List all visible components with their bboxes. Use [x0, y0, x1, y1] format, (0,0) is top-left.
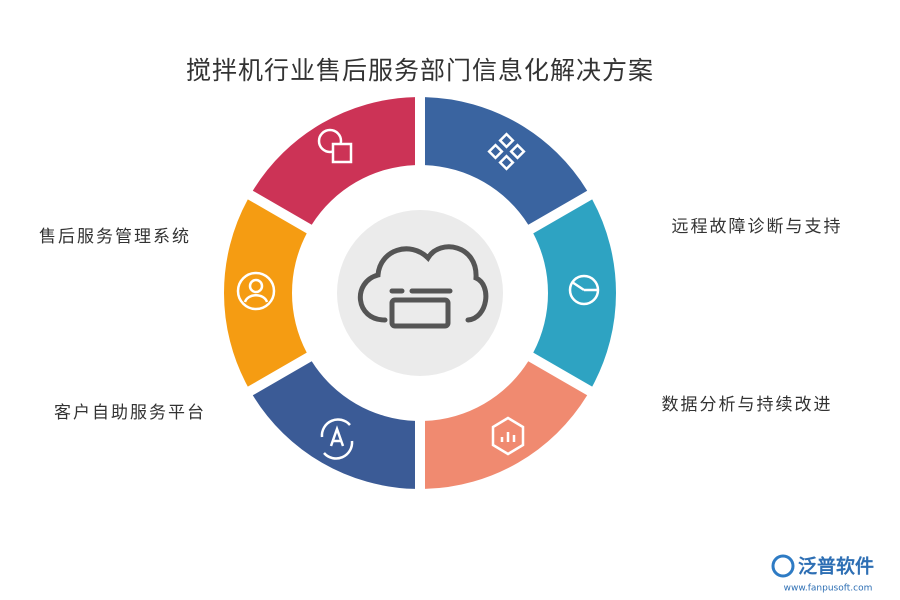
ring-segment: [252, 361, 416, 489]
logo-url: www.fanpusoft.com: [784, 584, 873, 594]
cloud-icon: [358, 244, 489, 329]
icon-auto: [320, 418, 354, 460]
icon-apps: [487, 132, 526, 171]
label: 数据分析与持续改进: [662, 395, 833, 415]
logo-name: 泛普软件: [798, 555, 874, 578]
title: 搅拌机行业售后服务部门信息化解决方案: [186, 56, 654, 85]
icon-bars: [491, 416, 525, 456]
ring-segment: [533, 199, 616, 387]
icon-user: [236, 271, 276, 311]
ring-segment: [424, 361, 588, 489]
ring-segment: [223, 199, 307, 387]
logo: 泛普软件 www.fanpusoft.com: [771, 554, 874, 594]
label: 远程故障诊断与支持: [672, 217, 843, 237]
label: 售后服务管理系统: [39, 227, 191, 247]
ring-segment: [424, 97, 588, 225]
label: 客户自助服务平台: [54, 403, 206, 423]
icon-chart: [568, 274, 600, 306]
icon-shapes: [317, 128, 353, 164]
